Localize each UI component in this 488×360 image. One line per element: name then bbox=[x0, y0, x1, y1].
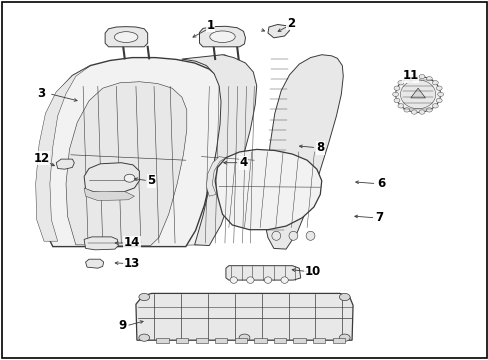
Ellipse shape bbox=[393, 98, 399, 103]
Ellipse shape bbox=[114, 32, 138, 42]
Polygon shape bbox=[264, 55, 343, 249]
Ellipse shape bbox=[426, 77, 431, 81]
Polygon shape bbox=[199, 26, 245, 47]
Ellipse shape bbox=[418, 110, 424, 114]
Ellipse shape bbox=[410, 75, 416, 79]
Ellipse shape bbox=[397, 104, 403, 108]
Ellipse shape bbox=[339, 334, 349, 341]
Text: 2: 2 bbox=[286, 17, 294, 30]
Text: 7: 7 bbox=[374, 211, 382, 224]
Polygon shape bbox=[84, 188, 134, 201]
Ellipse shape bbox=[400, 80, 435, 109]
Ellipse shape bbox=[431, 104, 437, 108]
Ellipse shape bbox=[246, 277, 254, 283]
Text: 3: 3 bbox=[38, 87, 45, 100]
Ellipse shape bbox=[264, 277, 271, 283]
Text: 1: 1 bbox=[206, 19, 214, 32]
Ellipse shape bbox=[431, 81, 437, 85]
Polygon shape bbox=[40, 58, 224, 247]
Ellipse shape bbox=[395, 76, 440, 112]
Ellipse shape bbox=[435, 86, 441, 90]
Polygon shape bbox=[66, 82, 186, 246]
Bar bbox=[234, 338, 246, 343]
Bar bbox=[156, 338, 168, 343]
Ellipse shape bbox=[392, 92, 398, 96]
Bar bbox=[176, 338, 188, 343]
Polygon shape bbox=[225, 266, 300, 280]
Ellipse shape bbox=[305, 231, 314, 240]
Ellipse shape bbox=[437, 92, 443, 96]
Text: 4: 4 bbox=[239, 156, 247, 169]
Bar bbox=[273, 338, 285, 343]
Text: 14: 14 bbox=[123, 237, 140, 249]
Ellipse shape bbox=[288, 231, 297, 240]
Ellipse shape bbox=[139, 293, 149, 301]
Ellipse shape bbox=[339, 293, 349, 301]
Ellipse shape bbox=[403, 77, 409, 81]
Bar bbox=[312, 338, 325, 343]
Ellipse shape bbox=[280, 277, 288, 283]
Bar bbox=[215, 338, 227, 343]
Ellipse shape bbox=[229, 277, 237, 283]
Ellipse shape bbox=[139, 334, 149, 341]
Polygon shape bbox=[206, 157, 225, 196]
Text: 8: 8 bbox=[316, 141, 324, 154]
Polygon shape bbox=[105, 27, 147, 47]
Polygon shape bbox=[84, 237, 118, 250]
Polygon shape bbox=[85, 259, 103, 268]
Ellipse shape bbox=[393, 86, 399, 90]
Polygon shape bbox=[136, 293, 352, 340]
Polygon shape bbox=[410, 88, 425, 98]
Ellipse shape bbox=[426, 108, 431, 112]
Text: 5: 5 bbox=[147, 174, 155, 187]
Bar bbox=[293, 338, 305, 343]
Polygon shape bbox=[36, 66, 90, 241]
Text: 12: 12 bbox=[33, 152, 50, 165]
Ellipse shape bbox=[209, 31, 235, 42]
Bar bbox=[195, 338, 207, 343]
Text: 6: 6 bbox=[377, 177, 385, 190]
Ellipse shape bbox=[403, 108, 409, 112]
Polygon shape bbox=[267, 24, 289, 38]
Polygon shape bbox=[84, 163, 139, 193]
Polygon shape bbox=[215, 149, 321, 230]
Bar bbox=[254, 338, 266, 343]
Ellipse shape bbox=[410, 110, 416, 114]
Text: 9: 9 bbox=[118, 319, 126, 332]
Polygon shape bbox=[182, 55, 256, 246]
Text: 11: 11 bbox=[402, 69, 418, 82]
Ellipse shape bbox=[239, 334, 249, 341]
Text: 13: 13 bbox=[123, 257, 140, 270]
Polygon shape bbox=[56, 159, 74, 169]
Ellipse shape bbox=[124, 174, 135, 182]
Text: 10: 10 bbox=[304, 265, 321, 278]
Ellipse shape bbox=[435, 98, 441, 103]
Bar bbox=[332, 338, 344, 343]
Ellipse shape bbox=[271, 231, 280, 240]
Polygon shape bbox=[166, 55, 242, 246]
Ellipse shape bbox=[418, 75, 424, 79]
Ellipse shape bbox=[397, 81, 403, 85]
